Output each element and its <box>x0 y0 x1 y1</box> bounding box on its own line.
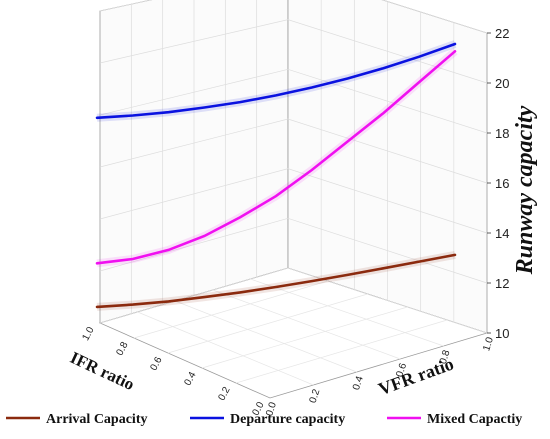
z-tick-label: 16 <box>495 176 509 191</box>
x-tick-label: 0.4 <box>351 375 366 392</box>
legend-label: Arrival Capacity <box>46 412 147 427</box>
z-tick-label: 10 <box>495 326 509 341</box>
gridline-floor <box>250 278 444 347</box>
z-tick-label: 18 <box>495 126 509 141</box>
chart-series <box>95 42 457 309</box>
y-tick-label: 0.4 <box>182 370 198 388</box>
x-tick-label: 0.0 <box>264 401 279 418</box>
series-line <box>95 42 457 120</box>
x-tick-label: 1.0 <box>481 336 496 353</box>
series-line <box>95 253 457 309</box>
chart-gridlines <box>99 0 488 386</box>
y-axis-title: IFR ratio <box>67 348 137 394</box>
z-tick-label: 20 <box>495 76 509 91</box>
x-tick-label: 0.2 <box>308 388 323 405</box>
gridline-floor <box>212 289 401 360</box>
y-tick-label: 1.0 <box>80 325 96 343</box>
legend-label: Mixed Capactiy <box>427 412 522 427</box>
chart-walls <box>98 0 489 399</box>
gridline-floor <box>137 311 314 386</box>
x-tick-label: 0.6 <box>394 362 409 379</box>
z-tick-label: 14 <box>495 226 509 241</box>
y-tick-label: 0.8 <box>114 340 130 358</box>
series-line <box>95 50 457 265</box>
gridline-floor <box>201 306 408 369</box>
legend-label: Departure capacity <box>230 412 345 427</box>
gridline-floor <box>167 293 368 354</box>
z-axis-title: Runway capacity <box>512 105 538 275</box>
z-tick-label: 22 <box>495 26 509 41</box>
z-tick-label: 12 <box>495 276 509 291</box>
gridline-floor <box>175 300 357 373</box>
y-tick-label: 0.2 <box>216 385 232 403</box>
y-tick-label: 0.6 <box>148 355 164 373</box>
gridline-floor <box>235 319 448 384</box>
legend: Arrival Capacity Departure capacity Mixed … <box>6 412 522 427</box>
gridline-floor <box>133 280 328 339</box>
x-tick-label: 0.8 <box>438 349 453 366</box>
